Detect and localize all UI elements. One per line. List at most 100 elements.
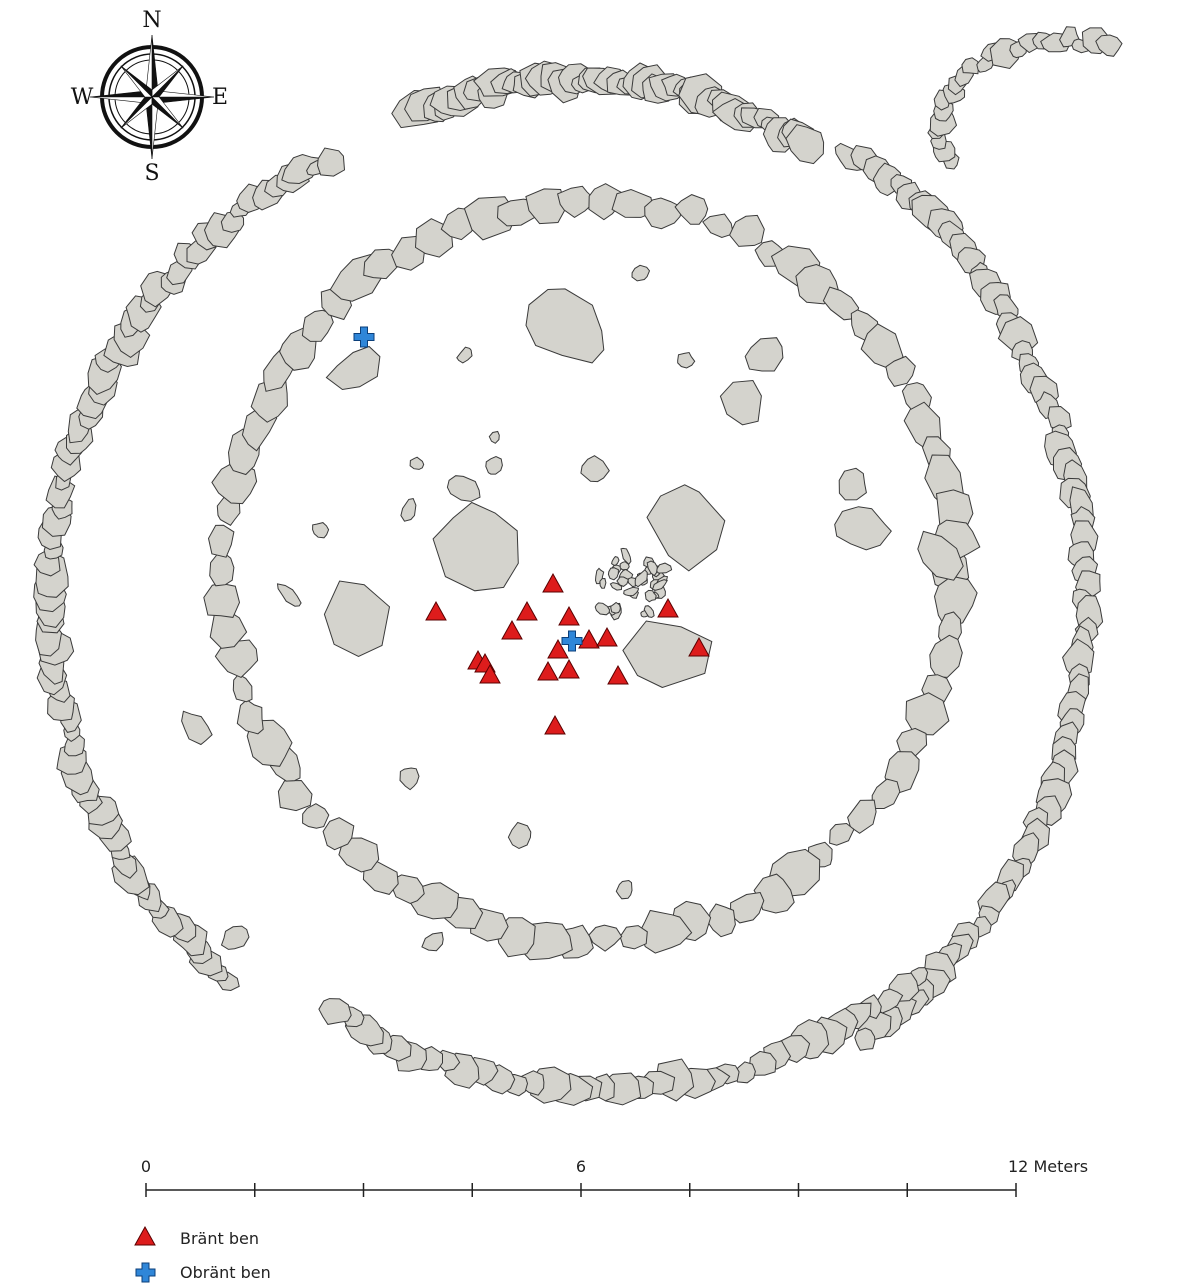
- stone: [488, 430, 500, 444]
- burnt-bone-marker: [516, 600, 538, 621]
- burnt-bone-marker: [558, 658, 580, 679]
- stone: [214, 639, 259, 678]
- stone: [525, 188, 567, 225]
- stone: [485, 456, 503, 475]
- stone: [730, 891, 765, 924]
- stone: [639, 909, 693, 954]
- stone: [209, 550, 235, 587]
- stone: [708, 903, 736, 938]
- stone: [611, 188, 655, 218]
- stone: [702, 213, 734, 239]
- stone: [616, 576, 630, 587]
- stone: [580, 455, 610, 483]
- burnt-bone-marker: [607, 664, 629, 685]
- stone: [276, 583, 302, 607]
- stone: [399, 767, 420, 791]
- stone: [363, 248, 399, 280]
- burnt-bone-marker: [542, 572, 564, 593]
- stone: [876, 988, 904, 1014]
- stone: [325, 345, 381, 391]
- stone: [961, 57, 980, 75]
- stone: [860, 323, 904, 371]
- stone: [620, 547, 632, 565]
- stone: [203, 582, 241, 618]
- stone: [421, 931, 444, 952]
- stone: [838, 467, 867, 501]
- stone: [719, 379, 762, 426]
- burnt-bone-marker: [657, 597, 679, 618]
- stone: [729, 214, 765, 247]
- finds-layer: [353, 326, 710, 735]
- scale-label: 12 Meters: [1008, 1157, 1088, 1176]
- burnt-bone-marker: [596, 626, 618, 647]
- stone: [619, 561, 630, 571]
- stone: [619, 925, 648, 950]
- stone: [674, 194, 709, 225]
- burnt-bone-marker: [558, 605, 580, 626]
- stone: [610, 601, 621, 614]
- stone: [1095, 34, 1123, 57]
- legend-unburnt-bone-symbol: [135, 1262, 156, 1283]
- stone: [885, 355, 916, 387]
- burnt-bone-marker: [479, 663, 501, 684]
- legend-burnt-bone-symbol: [134, 1225, 156, 1246]
- stone: [207, 524, 235, 558]
- stone: [400, 498, 417, 522]
- stone: [643, 605, 655, 618]
- unburnt-bone-marker: [353, 326, 375, 348]
- compass-west-label: W: [71, 85, 94, 110]
- stone: [655, 562, 673, 574]
- stone: [232, 673, 253, 703]
- stone: [623, 586, 639, 597]
- burnt-bone-marker: [578, 628, 600, 649]
- stone: [557, 185, 597, 219]
- stone: [312, 522, 330, 539]
- stone: [432, 501, 519, 592]
- stone: [854, 1027, 876, 1051]
- stone: [615, 879, 633, 900]
- stone: [917, 530, 964, 581]
- stone: [507, 821, 532, 850]
- stone: [250, 379, 288, 423]
- stone: [822, 286, 860, 321]
- stone: [744, 337, 784, 372]
- stone: [905, 692, 950, 736]
- stone-layer: [33, 26, 1123, 1106]
- stone: [409, 456, 425, 470]
- burnt-bone-marker: [537, 660, 559, 681]
- stone: [236, 699, 264, 735]
- stone: [338, 837, 380, 873]
- stone: [847, 799, 877, 834]
- stone: [209, 609, 248, 649]
- stone: [594, 602, 611, 616]
- scale-label: 6: [576, 1157, 586, 1176]
- stone: [599, 577, 607, 589]
- stone: [220, 925, 250, 950]
- burnt-bone-marker: [501, 619, 523, 640]
- stone: [748, 1050, 777, 1076]
- stone: [644, 589, 657, 603]
- stone: [646, 484, 726, 572]
- compass-rose-icon: N S E W: [71, 8, 228, 186]
- burnt-bone-marker: [688, 636, 710, 657]
- stone: [277, 779, 313, 812]
- stone: [646, 560, 658, 577]
- stone: [302, 803, 330, 829]
- stone: [525, 288, 605, 364]
- stone: [929, 634, 963, 678]
- unburnt-bone-marker: [561, 630, 583, 652]
- legend-unburnt-bone-label: Obränt ben: [180, 1263, 271, 1282]
- stone: [1047, 405, 1072, 432]
- stone: [322, 817, 355, 851]
- stone: [834, 506, 892, 551]
- stone: [362, 860, 399, 895]
- stone: [456, 346, 473, 364]
- burnt-bone-marker: [547, 638, 569, 659]
- scale-bar: 0 6 12 Meters: [141, 1157, 1088, 1197]
- stone: [588, 924, 623, 952]
- compass-north-label: N: [142, 8, 161, 33]
- compass-south-label: S: [144, 161, 159, 186]
- stone: [651, 579, 668, 591]
- scale-label: 0: [141, 1157, 151, 1176]
